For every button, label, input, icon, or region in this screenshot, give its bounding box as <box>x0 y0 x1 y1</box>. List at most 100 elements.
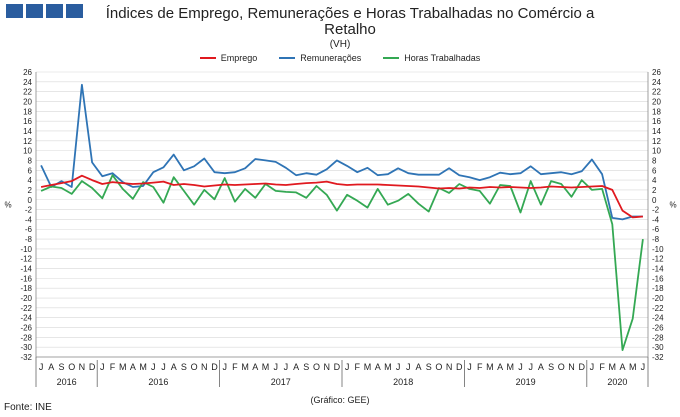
year-label: 2016 <box>57 377 77 387</box>
y-tick-label-left: -10 <box>20 245 32 254</box>
y-tick-label-right: -32 <box>652 353 664 362</box>
y-tick-label-right: 10 <box>652 147 661 156</box>
x-tick-label: N <box>201 362 208 372</box>
chart-subtitle: (VH) <box>329 39 351 50</box>
y-tick-label-right: -8 <box>652 235 660 244</box>
y-tick-label-left: -16 <box>20 274 32 283</box>
y-tick-label-right: -4 <box>652 215 660 224</box>
y-tick-label-right: 2 <box>652 186 657 195</box>
x-tick-label: A <box>497 362 503 372</box>
y-tick-label-left: -20 <box>20 294 32 303</box>
legend-swatch-remuneracoes <box>279 57 296 59</box>
x-tick-label: N <box>568 362 575 372</box>
x-tick-label: S <box>303 362 309 372</box>
x-tick-label: D <box>578 362 585 372</box>
year-label: 2017 <box>271 377 291 387</box>
y-axis-label-right: % <box>669 201 676 210</box>
y-tick-label-left: -24 <box>20 314 32 323</box>
legend-item-horas: Horas Trabalhadas <box>383 53 480 63</box>
x-tick-label: M <box>486 362 494 372</box>
x-tick-label: S <box>181 362 187 372</box>
chart-title-line-1: Índices de Emprego, Remunerações e Horas… <box>105 5 595 22</box>
y-tick-label-left: 12 <box>23 137 32 146</box>
x-tick-label: J <box>39 362 44 372</box>
legend-item-remuneracoes: Remunerações <box>279 53 361 63</box>
y-tick-label-left: 24 <box>23 78 32 87</box>
y-tick-label-right: -22 <box>652 304 664 313</box>
y-tick-label-left: 10 <box>23 147 32 156</box>
y-tick-label-right: -28 <box>652 333 664 342</box>
y-tick-label-right: -2 <box>652 206 660 215</box>
x-tick-label: M <box>119 362 127 372</box>
x-tick-label: O <box>435 362 442 372</box>
x-tick-label: A <box>130 362 136 372</box>
x-tick-label: J <box>151 362 156 372</box>
y-tick-label-right: 16 <box>652 117 661 126</box>
x-tick-label: J <box>518 362 523 372</box>
logo <box>6 4 83 18</box>
y-tick-label-right: -24 <box>652 314 664 323</box>
y-tick-label-right: -16 <box>652 274 664 283</box>
x-tick-label: D <box>456 362 463 372</box>
y-tick-label-right: 18 <box>652 107 661 116</box>
legend-label-emprego: Emprego <box>220 53 258 63</box>
x-tick-label: J <box>161 362 166 372</box>
y-tick-label-left: -2 <box>25 206 33 215</box>
x-tick-label: O <box>313 362 320 372</box>
y-tick-label-left: 14 <box>23 127 32 136</box>
y-tick-label-left: 4 <box>28 176 33 185</box>
logo-block <box>26 4 43 18</box>
x-tick-label: O <box>558 362 565 372</box>
x-tick-label: A <box>619 362 625 372</box>
y-tick-label-right: 22 <box>652 88 661 97</box>
x-tick-label: N <box>446 362 453 372</box>
year-label: 2019 <box>516 377 536 387</box>
y-tick-label-right: 6 <box>652 166 657 175</box>
x-tick-label: S <box>426 362 432 372</box>
x-tick-label: A <box>415 362 421 372</box>
y-tick-label-left: 6 <box>28 166 33 175</box>
x-tick-label: M <box>629 362 637 372</box>
x-tick-label: D <box>211 362 218 372</box>
x-tick-label: J <box>406 362 411 372</box>
chart-title: Índices de Emprego, Remunerações e Horas… <box>80 6 620 38</box>
legend-swatch-horas <box>383 57 400 59</box>
x-tick-label: M <box>609 362 617 372</box>
year-label: 2018 <box>393 377 413 387</box>
legend-item-emprego: Emprego <box>199 53 258 63</box>
y-axis-label-left: % <box>4 201 11 210</box>
y-tick-label-right: -14 <box>652 265 664 274</box>
x-tick-label: O <box>191 362 198 372</box>
series-line-emprego <box>40 174 643 219</box>
x-tick-label: N <box>323 362 330 372</box>
y-tick-label-right: -6 <box>652 225 660 234</box>
x-tick-label: J <box>273 362 278 372</box>
x-tick-label: A <box>171 362 177 372</box>
legend-label-remuneracoes: Remunerações <box>300 53 362 63</box>
x-tick-label: M <box>364 362 372 372</box>
x-tick-label: F <box>599 362 605 372</box>
x-tick-label: J <box>528 362 533 372</box>
y-tick-label-left: 20 <box>23 97 32 106</box>
y-tick-label-right: -20 <box>652 294 664 303</box>
chart-title-line-2: Retalho <box>324 21 376 38</box>
y-tick-label-left: 16 <box>23 117 32 126</box>
source-note: Fonte: INE <box>4 402 52 413</box>
x-tick-label: J <box>284 362 289 372</box>
x-tick-label: J <box>641 362 646 372</box>
y-tick-label-right: 14 <box>652 127 661 136</box>
x-tick-label: M <box>507 362 515 372</box>
y-tick-label-left: -8 <box>25 235 33 244</box>
x-tick-label: A <box>252 362 258 372</box>
y-tick-label-left: -6 <box>25 225 33 234</box>
legend-label-horas: Horas Trabalhadas <box>404 53 481 63</box>
y-tick-label-right: -30 <box>652 343 664 352</box>
y-tick-label-left: -18 <box>20 284 32 293</box>
x-tick-label: A <box>538 362 544 372</box>
y-tick-label-left: 8 <box>28 156 33 165</box>
y-tick-label-left: 22 <box>23 88 32 97</box>
x-tick-label: D <box>89 362 96 372</box>
y-tick-label-right: 0 <box>652 196 657 205</box>
y-tick-label-left: -26 <box>20 324 32 333</box>
